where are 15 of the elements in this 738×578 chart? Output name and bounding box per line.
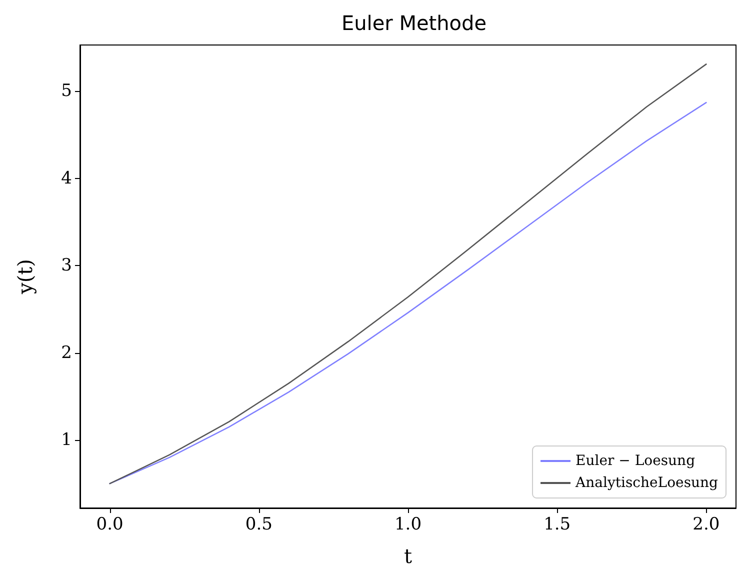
x-tick-label: 1.0	[394, 514, 422, 534]
x-tick-label: 0.0	[96, 514, 124, 534]
chart-title: Euler Methode	[341, 11, 487, 35]
y-tick-label: 5	[61, 81, 72, 102]
x-tick-label: 0.5	[245, 514, 272, 534]
x-tick-label: 1.5	[544, 514, 571, 534]
x-tick-label: 2.0	[692, 514, 720, 534]
y-tick-label: 1	[61, 430, 72, 450]
y-tick-label: 4	[61, 168, 72, 188]
legend-label: Euler − Loesung	[576, 453, 696, 469]
legend-label: AnalytischeLoesung	[574, 475, 718, 491]
y-tick-label: 2	[61, 342, 72, 363]
x-axis-title: t	[404, 544, 412, 568]
y-axis-title: y(t)	[13, 259, 37, 295]
y-tick-label: 3	[61, 256, 72, 276]
